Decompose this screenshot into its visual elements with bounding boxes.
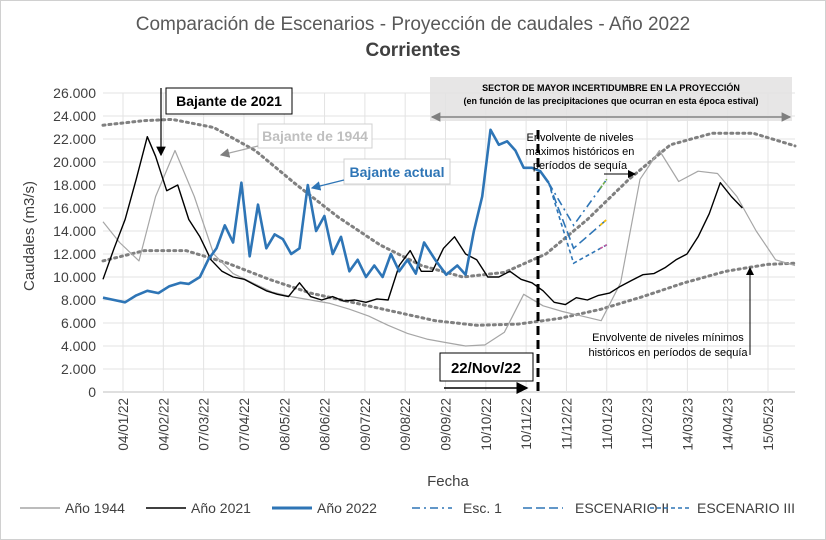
bajante-2021-label: Bajante de 2021 [176,93,282,109]
x-tick-label: 08/06/22 [318,398,333,451]
bajante-1944-arrow [219,145,259,158]
x-tick-label: 14/03/23 [680,398,695,451]
series-2021-line [102,135,743,306]
x-tick-label: 04/02/22 [156,398,171,451]
legend-label-esc2: ESCENARIO II [575,500,669,516]
x-tick-label: 09/09/22 [439,398,454,451]
legend-label-esc3: ESCENARIO III [697,500,795,516]
series-2022-line [102,128,550,304]
env-max-label-3: períodos de sequía [533,160,628,172]
legend: Año 1944 Año 2021 Año 2022 Esc. 1 ESCENA… [20,500,795,516]
bajante-actual-label: Bajante actual [350,164,445,180]
y-tick-label: 2.000 [61,361,96,377]
y-tick-label: 8.000 [61,292,96,308]
bajante-1944-label: Bajante de 1944 [262,128,368,144]
y-tick-label: 16.000 [53,200,96,216]
y-axis-label: Caudales (m3/s) [21,181,38,291]
x-tick-label: 11/12/22 [559,398,574,450]
scenario-tip [599,178,608,189]
bajante-1944-box [257,123,373,149]
scenario-tip [599,244,608,250]
x-tick-label: 14/04/23 [721,398,736,451]
y-tick-label: 26.000 [53,85,96,101]
scenario-tip [599,218,608,226]
legend-label-2022: Año 2022 [317,500,377,516]
date-marker-box [439,352,534,382]
chart-subtitle: Corrientes [365,40,460,61]
y-tick-label: 4.000 [61,338,96,354]
y-tick-label: 22.000 [53,131,96,147]
env-min-label-1: Envolvente de niveles mínimos [592,332,744,344]
envelopes [101,117,797,327]
x-axis-label: Fecha [427,473,469,490]
y-tick-label: 0 [88,384,96,400]
scenario-esc2-line [547,182,608,250]
legend-label-esc1: Esc. 1 [463,500,502,516]
x-tick-label: 11/01/23 [600,398,615,450]
scenario-lines [547,178,608,265]
legend-label-1944: Año 1944 [65,500,125,516]
sector-subtitle: (en función de las precipitaciones que o… [463,96,758,106]
chart-title: Comparación de Escenarios - Proyección d… [136,14,691,35]
x-axis-ticks: 04/01/22 04/02/22 07/03/22 07/04/22 08/05/22… [116,398,776,451]
sector-title: SECTOR DE MAYOR INCERTIDUMBRE EN LA PROY… [482,82,740,93]
env-min-label-2: históricos en períodos de sequía [589,347,749,359]
x-tick-label: 08/05/22 [277,398,292,451]
x-tick-label: 10/10/22 [479,398,494,451]
envelope-max-line [101,117,797,279]
y-tick-label: 18.000 [53,177,96,193]
x-tick-label: 04/01/22 [116,398,131,451]
scenario-esc3-line [547,182,608,265]
x-tick-label: 09/07/22 [358,398,373,451]
y-tick-label: 20.000 [53,154,96,170]
x-tick-label: 15/05/23 [761,398,776,451]
bajante-actual-box [343,158,451,185]
env-max-label-2: máximos históricos en [526,146,635,158]
x-tick-label: 09/08/22 [398,398,413,451]
y-tick-label: 10.000 [53,269,96,285]
scenario-esc1-line [547,178,608,227]
bajante-actual-arrow [310,179,345,191]
uncertainty-sector [430,77,792,121]
y-tick-label: 6.000 [61,315,96,331]
y-axis-ticks: 0 2.000 4.000 6.000 8.000 10.000 12.000 14.000 1… [53,85,96,400]
y-tick-label: 24.000 [53,108,96,124]
date-marker-label: 22/Nov/22 [451,360,521,377]
x-tick-label: 11/02/23 [640,398,655,450]
bajante-2021-box [165,87,293,115]
legend-label-2021: Año 2021 [191,500,251,516]
env-max-label-1: Envolvente de niveles [526,132,634,144]
x-tick-label: 10/11/22 [519,398,534,450]
x-tick-label: 07/04/22 [237,398,252,451]
x-tick-label: 07/03/22 [197,398,212,451]
y-tick-label: 12.000 [53,246,96,262]
series-lines [102,128,796,347]
y-tick-label: 14.000 [53,223,96,239]
